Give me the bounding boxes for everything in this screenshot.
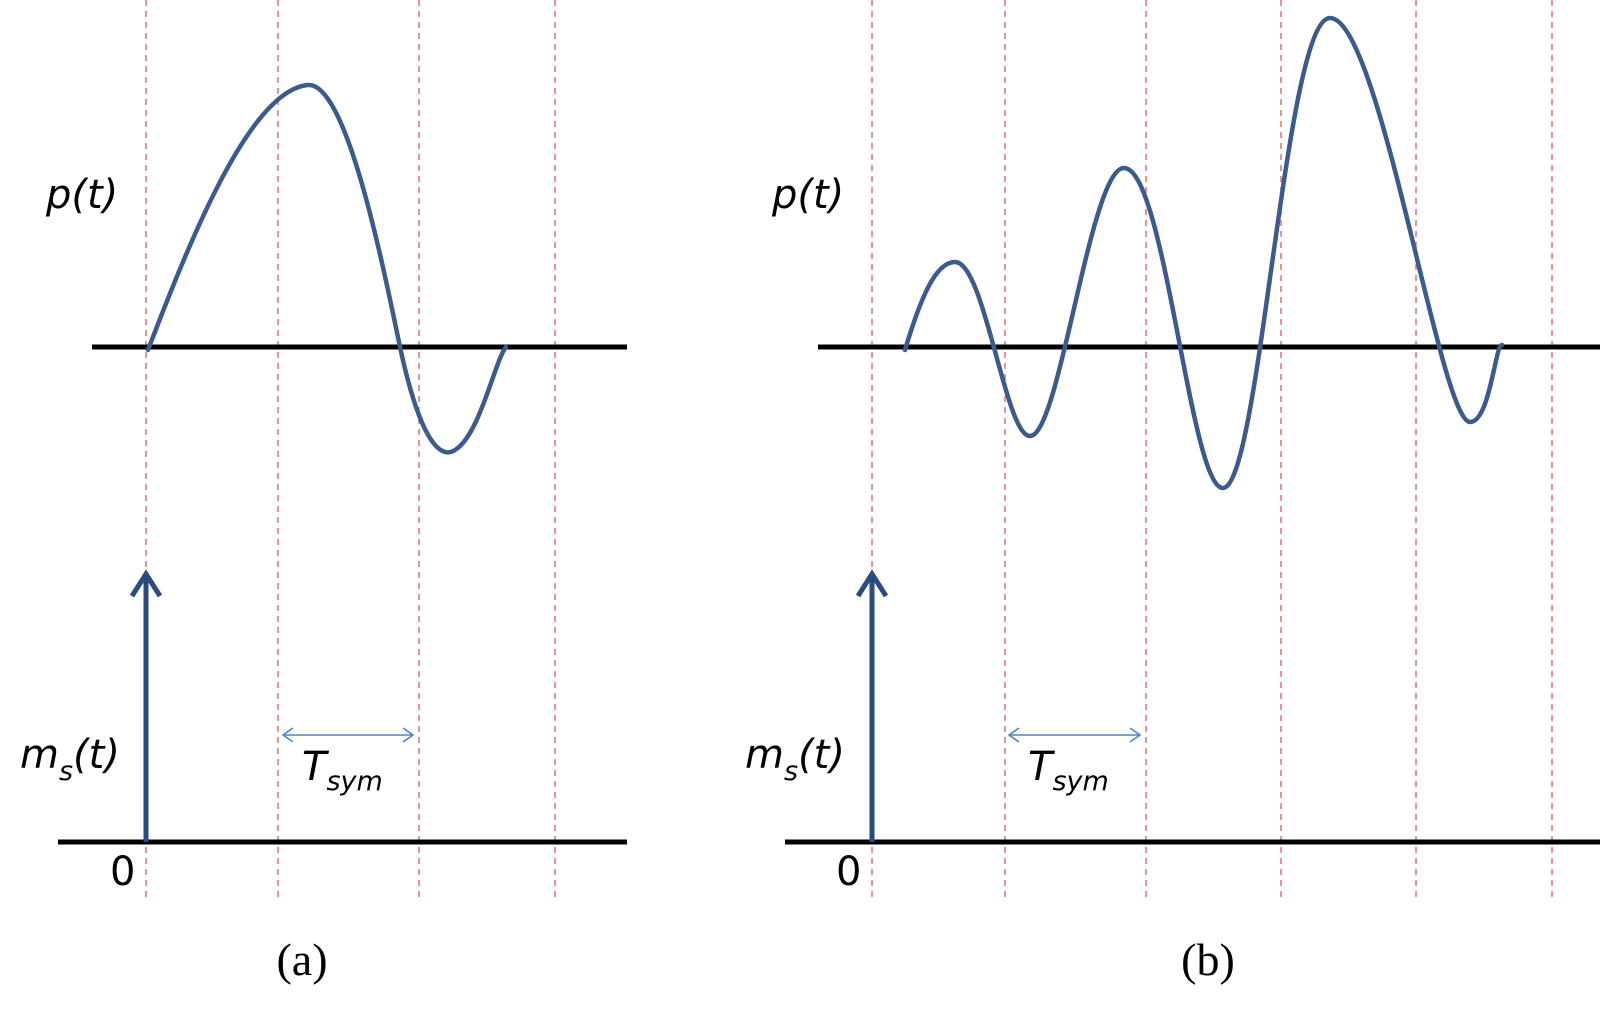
period-label: Tsym: [1028, 744, 1109, 797]
origin-label: 0: [110, 849, 135, 895]
caption: (b): [1181, 934, 1235, 985]
impulse-label: ms(t): [20, 732, 120, 787]
response-curve: [902, 15, 1505, 491]
caption: (a): [276, 934, 327, 985]
arrow-head: [855, 569, 889, 598]
origin-label: 0: [836, 849, 861, 895]
impulse-label: ms(t): [745, 732, 845, 787]
period-label: Tsym: [302, 744, 383, 797]
signal-label: p(t): [45, 172, 118, 218]
arrow-head: [1007, 727, 1142, 743]
panel-b: p(t) ms(t) Tsym 0 (b): [745, 0, 1600, 985]
pulse-curve: [145, 82, 509, 455]
arrow-head: [129, 569, 163, 598]
arrow-head: [281, 727, 415, 743]
panel-a: p(t) ms(t) Tsym 0 (a): [20, 0, 627, 985]
signal-label: p(t): [771, 172, 844, 218]
